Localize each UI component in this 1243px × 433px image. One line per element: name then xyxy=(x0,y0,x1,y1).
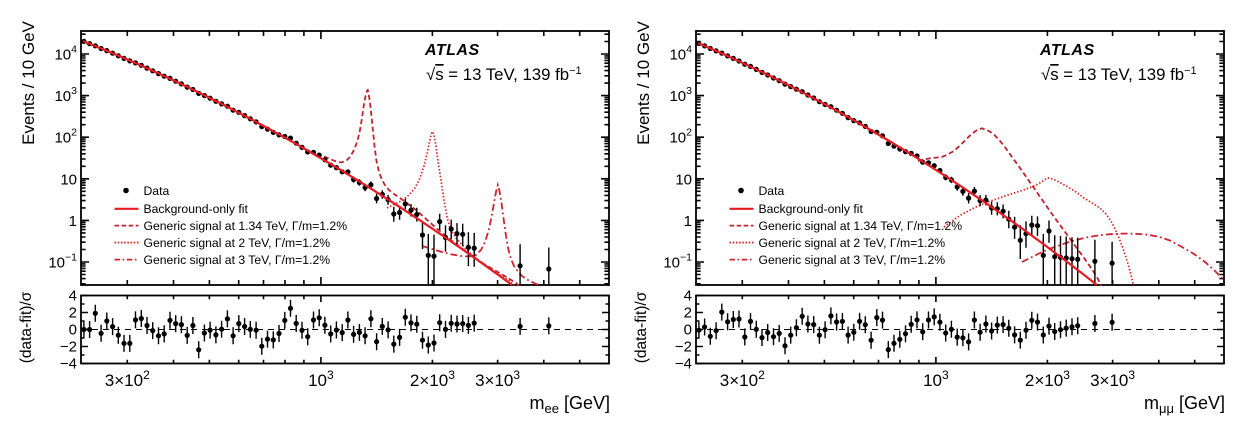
svg-text:Events / 10 GeV: Events / 10 GeV xyxy=(634,20,653,144)
svg-text:Data: Data xyxy=(144,184,170,198)
svg-text:mee [GeV]: mee [GeV] xyxy=(530,393,611,416)
svg-text:Generic signal at 1.34 TeV, Γ/: Generic signal at 1.34 TeV, Γ/m=1.2% xyxy=(144,219,348,233)
svg-text:Generic signal at 3 TeV, Γ/m=1: Generic signal at 3 TeV, Γ/m=1.2% xyxy=(144,253,331,267)
svg-text:−2: −2 xyxy=(675,339,692,356)
svg-text:4: 4 xyxy=(684,288,692,305)
svg-text:3×103: 3×103 xyxy=(1090,368,1135,390)
svg-text:Generic signal at 1.34 TeV, Γ/: Generic signal at 1.34 TeV, Γ/m=1.2% xyxy=(759,219,963,233)
svg-text:(data-fit)/σ: (data-fit)/σ xyxy=(633,291,650,363)
svg-text:10: 10 xyxy=(675,171,692,188)
svg-text:10: 10 xyxy=(60,171,77,188)
svg-text:Background-only fit: Background-only fit xyxy=(144,202,249,216)
svg-text:Background-only fit: Background-only fit xyxy=(759,202,864,216)
svg-text:1: 1 xyxy=(684,213,692,230)
svg-text:Generic signal at 2 TeV, Γ/m=1: Generic signal at 2 TeV, Γ/m=1.2% xyxy=(759,236,946,250)
svg-text:−2: −2 xyxy=(60,339,77,356)
svg-text:ATLAS: ATLAS xyxy=(1039,42,1095,59)
svg-text:mμμ [GeV]: mμμ [GeV] xyxy=(1144,393,1225,416)
svg-text:4: 4 xyxy=(69,288,77,305)
svg-text:2: 2 xyxy=(684,305,692,322)
svg-text:Data: Data xyxy=(759,184,785,198)
svg-text:√s = 13 TeV, 139 fb−1: √s = 13 TeV, 139 fb−1 xyxy=(426,65,582,84)
svg-text:Events / 10 GeV: Events / 10 GeV xyxy=(19,20,38,144)
svg-text:3×103: 3×103 xyxy=(475,368,520,390)
svg-text:Generic signal at 3 TeV, Γ/m=1: Generic signal at 3 TeV, Γ/m=1.2% xyxy=(759,253,946,267)
svg-text:3×102: 3×102 xyxy=(105,368,150,390)
svg-text:3×102: 3×102 xyxy=(720,368,765,390)
svg-text:√s = 13 TeV, 139 fb−1: √s = 13 TeV, 139 fb−1 xyxy=(1041,65,1197,84)
svg-text:Generic signal at 2 TeV, Γ/m=1: Generic signal at 2 TeV, Γ/m=1.2% xyxy=(144,236,331,250)
svg-text:ATLAS: ATLAS xyxy=(424,42,480,59)
svg-text:1: 1 xyxy=(69,213,77,230)
svg-text:0: 0 xyxy=(69,322,77,339)
svg-text:−4: −4 xyxy=(675,356,692,373)
svg-text:2: 2 xyxy=(69,305,77,322)
svg-text:−4: −4 xyxy=(60,356,77,373)
svg-text:(data-fit)/σ: (data-fit)/σ xyxy=(18,291,35,363)
svg-text:2×103: 2×103 xyxy=(410,368,455,390)
svg-text:2×103: 2×103 xyxy=(1025,368,1070,390)
svg-text:0: 0 xyxy=(684,322,692,339)
